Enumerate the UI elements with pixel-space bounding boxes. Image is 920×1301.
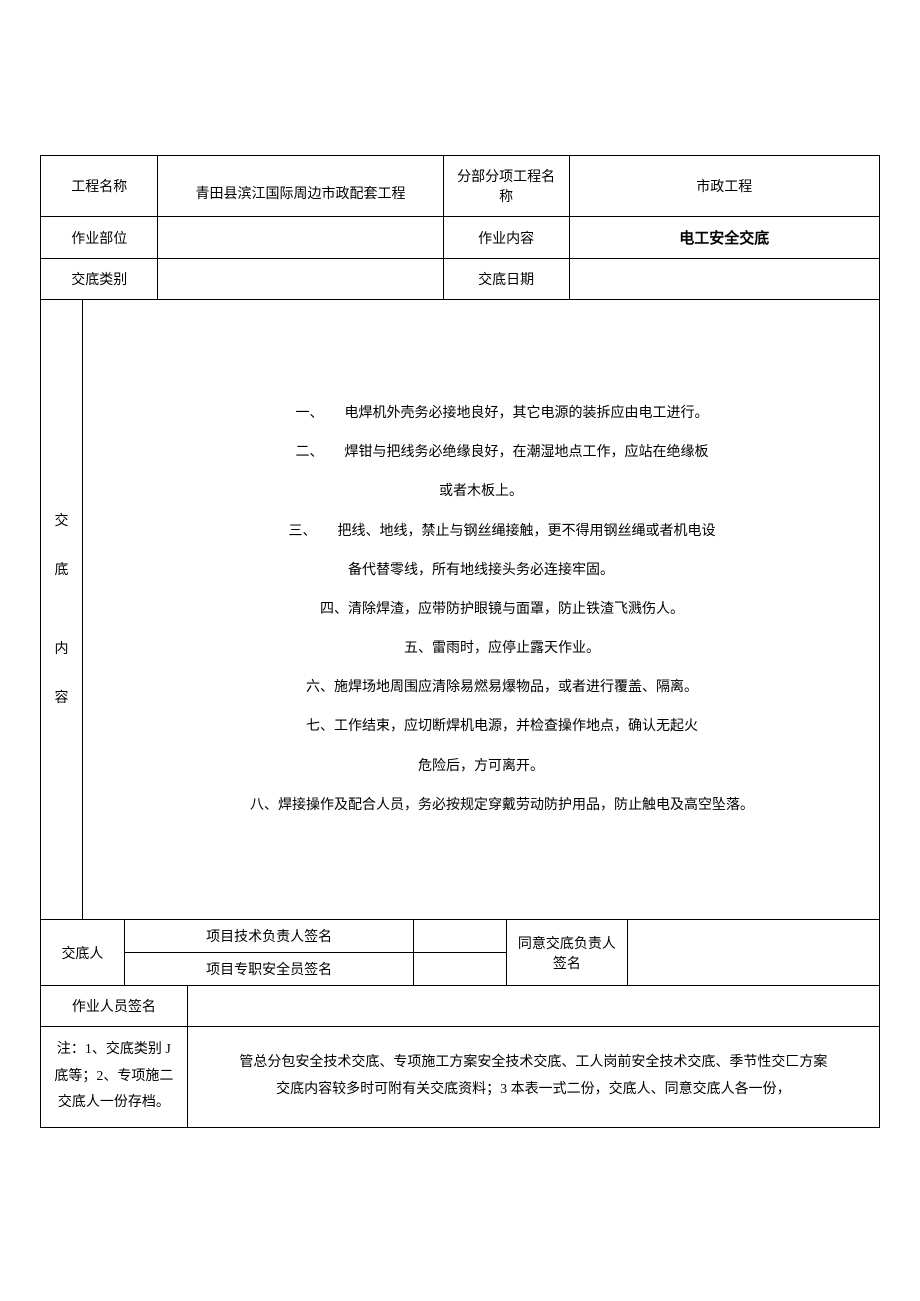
subproject-name-value: 市政工程 [569,156,879,217]
worker-sign-row: 作业人员签名 [41,986,880,1027]
item3-text: 把线、地线，禁止与钢丝绳接触，更不得用钢丝绳或者机电设 [337,524,715,539]
disclosure-form-table: 工程名称 青田县滨江国际周边市政配套工程 分部分项工程名称 市政工程 作业部位 … [40,155,880,1128]
disclosure-type-label: 交底类别 [41,259,158,300]
tech-lead-sign-label: 项目技术负责人签名 [124,920,413,953]
content-body: 一、 电焊机外壳务必接地良好，其它电源的装拆应由电工进行。 二、 焊钳与把线务必绝缘… [82,300,879,920]
header-row-3: 交底类别 交底日期 [41,259,880,300]
safety-officer-sign-value [414,953,506,986]
work-part-value [158,217,443,259]
agree-sign-value [628,920,880,986]
item1-text: 电焊机外壳务必接地良好，其它电源的装拆应由电工进行。 [344,406,708,421]
note-left: 注：1、交底类别 J 底等；2、专项施二 交底人一份存档。 [41,1027,188,1128]
signature-row-1: 交底人 项目技术负责人签名 同意交底负责人签名 [41,920,880,953]
discloser-label: 交底人 [41,920,125,986]
tech-lead-sign-value [414,920,506,953]
disclosure-date-label: 交底日期 [443,259,569,300]
item7-cont: 危险后，方可离开。 [91,747,871,786]
item1-num: 一、 [295,406,323,421]
item6: 六、施焊场地周围应清除易燃易爆物品，或者进行覆盖、隔离。 [91,668,871,707]
disclosure-date-value [569,259,879,300]
note-right-1: 管总分包安全技术交底、专项施工方案安全技术交底、工人岗前安全技术交底、季节性交匚… [196,1050,871,1077]
content-label-2: 内容 [49,625,74,723]
item4: 四、清除焊渣，应带防护眼镜与面罩，防止铁渣飞溅伤人。 [91,590,871,629]
item8: 八、焊接操作及配合人员，务必按规定穿戴劳动防护用品，防止触电及高空坠落。 [91,786,871,825]
note-right: 管总分包安全技术交底、专项施工方案安全技术交底、工人岗前安全技术交底、季节性交匚… [187,1027,879,1128]
disclosure-type-value [158,259,443,300]
item2-text: 焊钳与把线务必绝缘良好，在潮湿地点工作，应站在绝缘板 [344,445,708,460]
note-row: 注：1、交底类别 J 底等；2、专项施二 交底人一份存档。 管总分包安全技术交底… [41,1027,880,1128]
header-row-1: 工程名称 青田县滨江国际周边市政配套工程 分部分项工程名称 市政工程 [41,156,880,217]
header-row-2: 作业部位 作业内容 电工安全交底 [41,217,880,259]
agree-sign-label: 同意交底负责人签名 [506,920,628,986]
work-part-label: 作业部位 [41,217,158,259]
subproject-name-label: 分部分项工程名称 [443,156,569,217]
item2-num: 二、 [295,445,323,460]
work-content-value: 电工安全交底 [569,217,879,259]
item7: 七、工作结束，应切断焊机电源，并检查操作地点，确认无起火 [91,707,871,746]
item2-cont: 或者木板上。 [91,472,871,511]
worker-sign-label: 作业人员签名 [41,986,188,1027]
note-right-2: 交底内容较多时可附有关交底资料；3 本表一式二份，交底人、同意交底人各一份， [196,1077,871,1104]
item5: 五、雷雨时，应停止露天作业。 [91,629,871,668]
note-left-3: 交底人一份存档。 [49,1090,179,1117]
content-label-1: 交底 [49,497,74,595]
note-left-2: 底等；2、专项施二 [49,1064,179,1091]
content-label: 交底 内容 [41,300,83,920]
project-name-label: 工程名称 [41,156,158,217]
item3-num: 三、 [288,524,316,539]
note-left-1: 注：1、交底类别 J [49,1037,179,1064]
worker-sign-value [187,986,879,1027]
safety-officer-sign-label: 项目专职安全员签名 [124,953,413,986]
item3-cont: 备代替零线，所有地线接头务必连接牢固。 [91,551,871,590]
project-name-value: 青田县滨江国际周边市政配套工程 [158,156,443,217]
content-row: 交底 内容 一、 电焊机外壳务必接地良好，其它电源的装拆应由电工进行。 二、 焊钳与… [41,300,880,920]
work-content-label: 作业内容 [443,217,569,259]
